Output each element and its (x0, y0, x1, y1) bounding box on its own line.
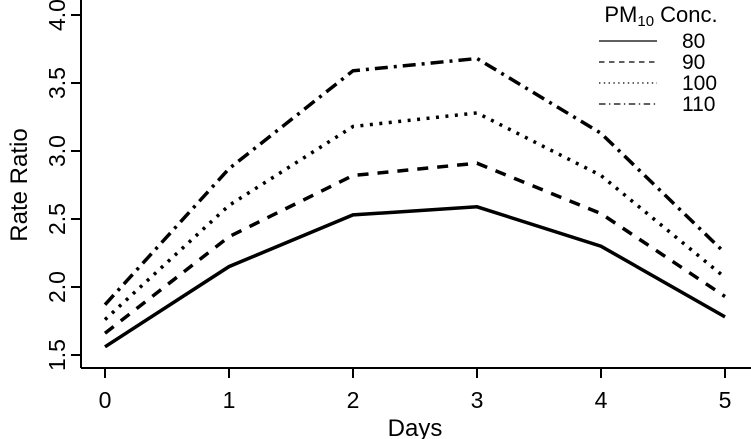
series-line-80 (104, 205, 726, 349)
legend-label-80: 80 (682, 30, 705, 53)
legend-title-rest: Conc. (654, 2, 718, 27)
legend-title: PM10 Conc. (604, 2, 717, 30)
y-tick-label: 3.5 (44, 67, 70, 99)
x-tick-label: 2 (347, 387, 360, 413)
legend-title-subscript: 10 (637, 13, 654, 30)
y-axis-title: Rate Ratio (6, 128, 33, 241)
x-tick-label: 5 (719, 387, 732, 413)
legend-label-100: 100 (682, 72, 717, 95)
axes: 0 1 2 3 4 5 1.5 2.0 2.5 3.0 3.5 4.0 (44, 0, 751, 413)
legend-label-90: 90 (682, 51, 705, 74)
x-tick-label: 1 (223, 387, 236, 413)
y-tick-label: 2.0 (44, 271, 70, 303)
x-tick-label: 4 (595, 387, 608, 413)
series-line-90 (103, 161, 726, 335)
series-line-110 (103, 56, 727, 306)
series-lines (103, 56, 727, 349)
y-tick-label: 3.0 (44, 135, 70, 167)
y-tick-label: 2.5 (44, 203, 70, 235)
legend-label-110: 110 (682, 93, 715, 116)
x-tick-label: 0 (99, 387, 112, 413)
legend-title-main: PM (604, 2, 637, 27)
y-tick-label: 4.0 (44, 0, 70, 31)
y-tick-label: 1.5 (44, 339, 70, 371)
x-tick-label: 3 (471, 387, 484, 413)
x-axis-title: Days (388, 415, 443, 439)
